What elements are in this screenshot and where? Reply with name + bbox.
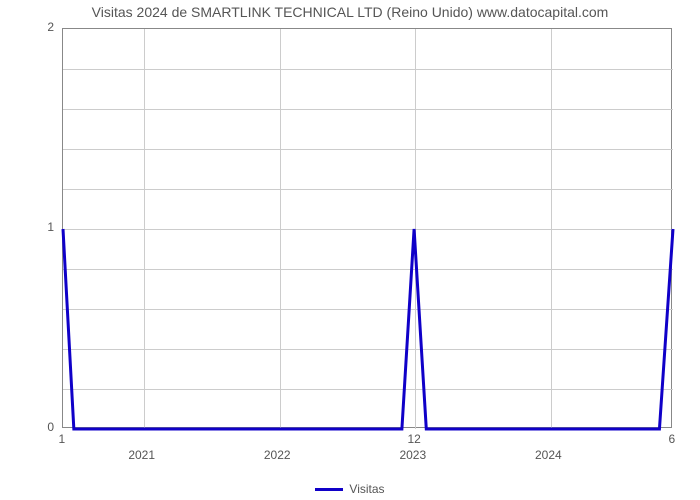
line-series bbox=[63, 29, 673, 429]
legend: Visitas bbox=[0, 482, 700, 496]
y-tick-label: 0 bbox=[47, 420, 54, 434]
x-tick-label: 2022 bbox=[264, 448, 291, 462]
x-secondary-tick-label: 12 bbox=[407, 432, 420, 446]
x-tick-label: 2023 bbox=[399, 448, 426, 462]
x-secondary-tick-label: 6 bbox=[669, 432, 676, 446]
x-tick-label: 2021 bbox=[128, 448, 155, 462]
x-secondary-tick-label: 1 bbox=[59, 432, 66, 446]
legend-label: Visitas bbox=[349, 482, 384, 496]
legend-swatch bbox=[315, 488, 343, 491]
chart-container: Visitas 2024 de SMARTLINK TECHNICAL LTD … bbox=[0, 0, 700, 500]
y-tick-label: 2 bbox=[47, 20, 54, 34]
x-tick-label: 2024 bbox=[535, 448, 562, 462]
y-tick-label: 1 bbox=[47, 220, 54, 234]
chart-title: Visitas 2024 de SMARTLINK TECHNICAL LTD … bbox=[0, 4, 700, 20]
plot-area bbox=[62, 28, 672, 428]
